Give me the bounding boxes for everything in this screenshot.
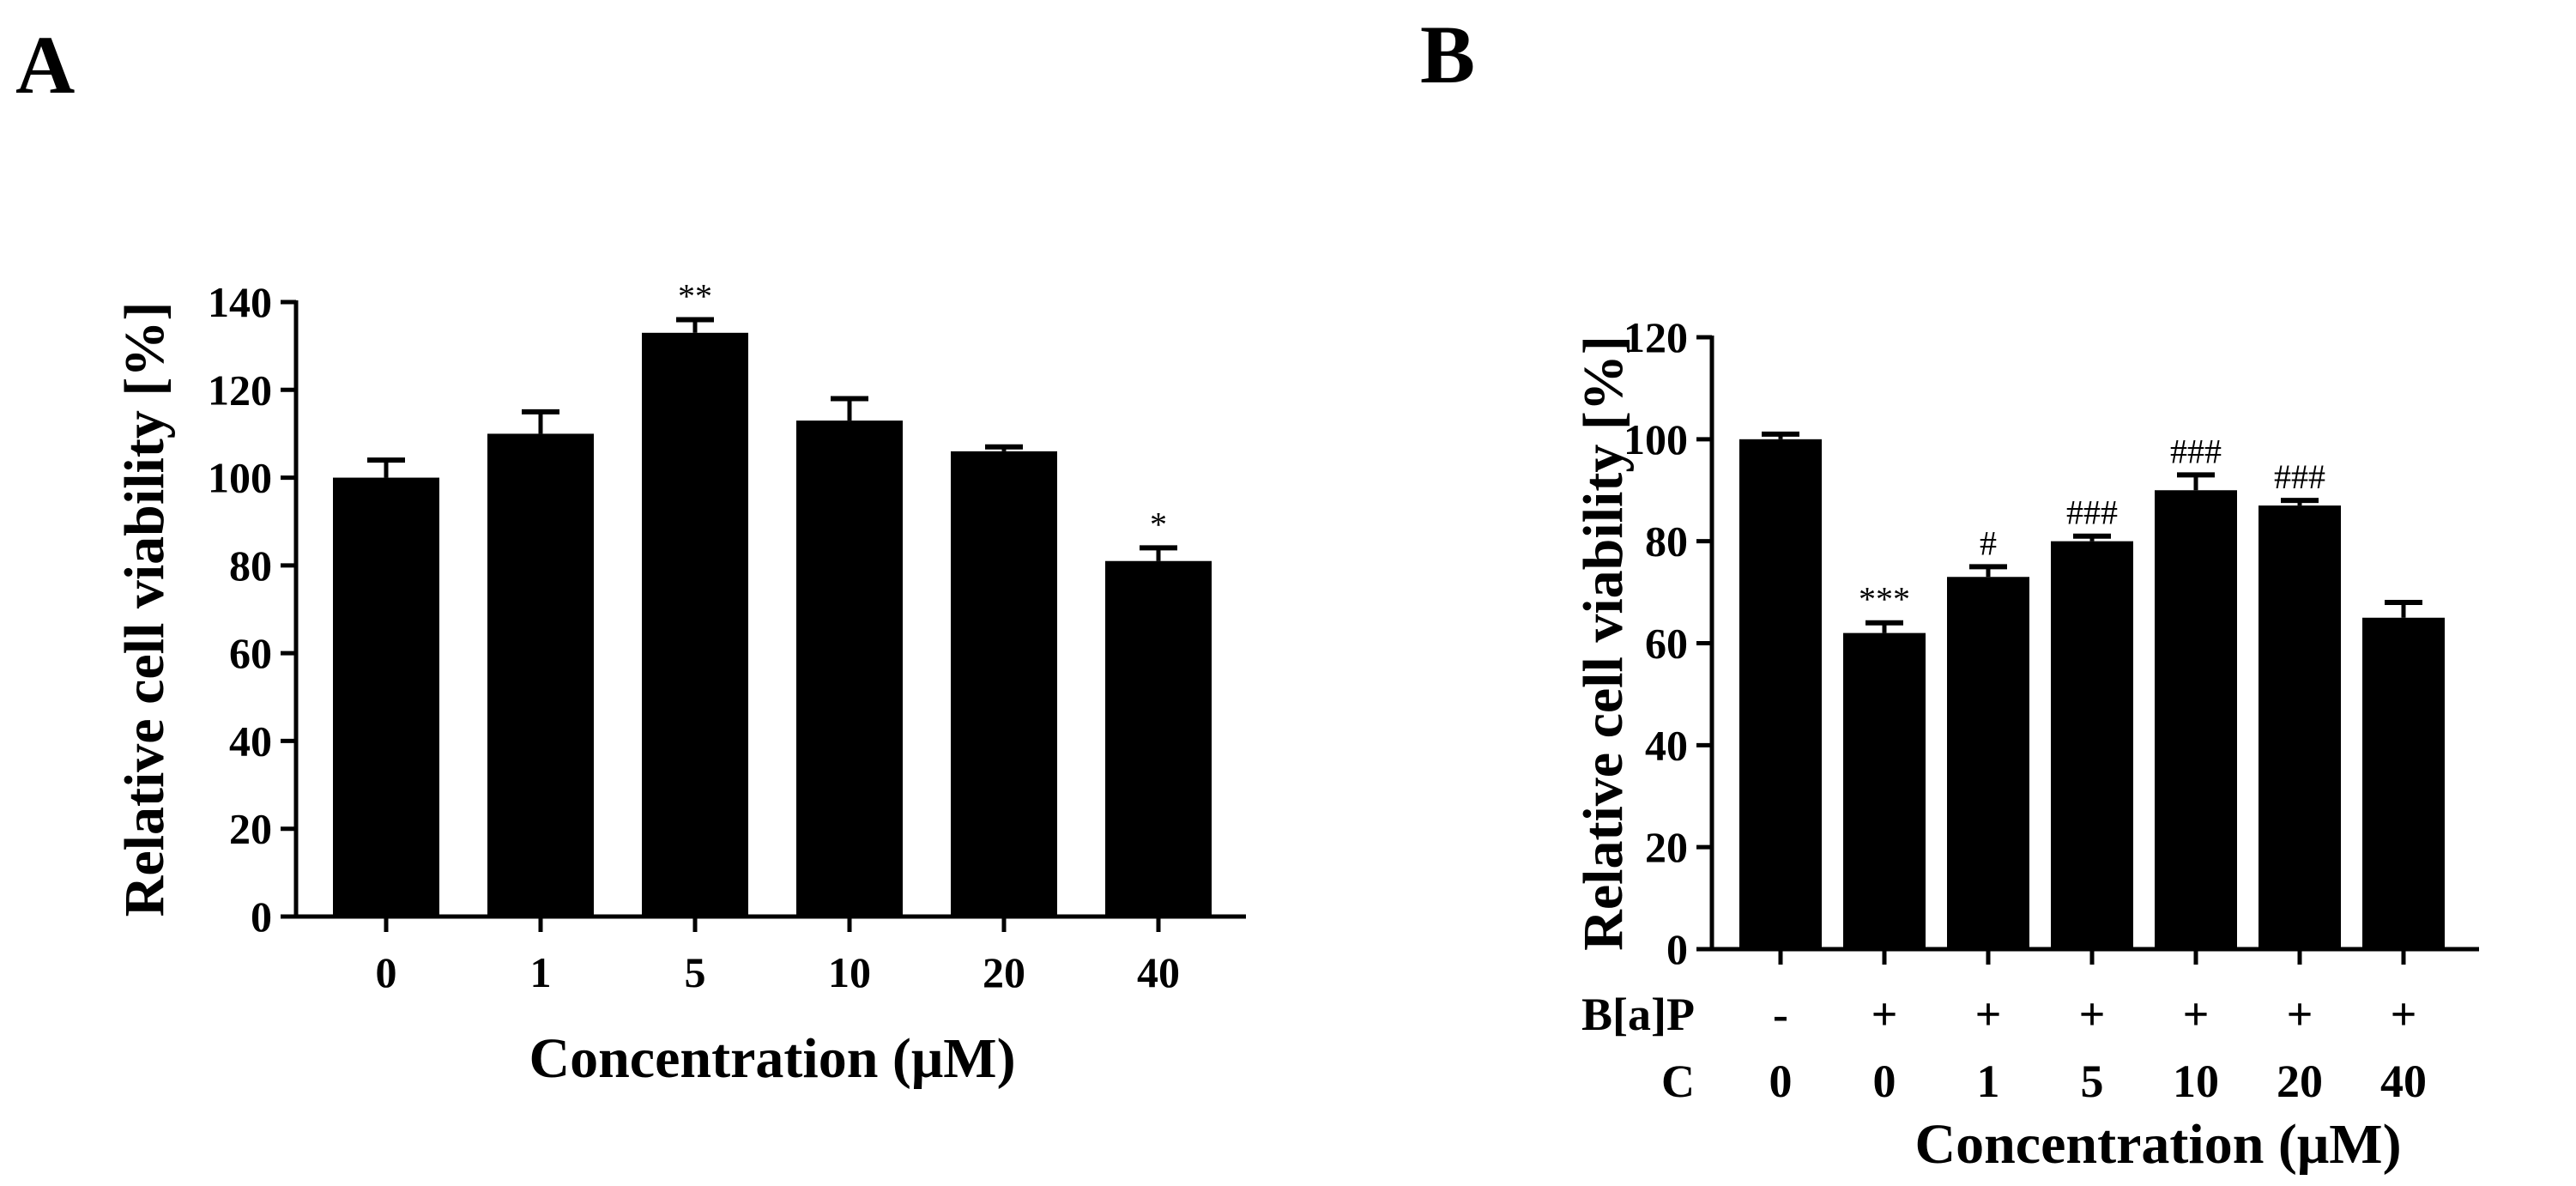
x-tick-label: 1 [530, 948, 552, 996]
panel-b-letter: B [1420, 9, 1475, 100]
y-axis-title: Relative cell viability [%] [113, 302, 176, 917]
x-axis-title: Concentration (μM) [1914, 1113, 2401, 1176]
bar-0 [333, 477, 439, 917]
significance-label-2: ** [678, 276, 712, 315]
treatment-row-value: + [2287, 989, 2313, 1040]
y-axis-title: Relative cell viability [%] [1572, 336, 1635, 951]
bar-3 [796, 421, 903, 917]
y-tick-label: 100 [208, 454, 272, 502]
x-tick-label: 5 [685, 948, 706, 996]
significance-label-5: ### [2274, 457, 2325, 496]
x-tick-label: 0 [376, 948, 397, 996]
x-tick-label: 10 [828, 948, 871, 996]
y-tick-label: 40 [1645, 721, 1688, 769]
bar-0 [1739, 439, 1822, 949]
x-tick-label: 40 [1137, 948, 1180, 996]
bar-4 [951, 451, 1057, 917]
treatment-row-value: 5 [2081, 1056, 2104, 1107]
y-tick-label: 140 [208, 278, 272, 326]
bar-3 [2051, 541, 2133, 949]
treatment-row-value: 20 [2277, 1056, 2323, 1107]
bar-2 [1947, 577, 2029, 949]
treatment-row-value: 0 [1873, 1056, 1896, 1107]
panel-a-letter: A [15, 19, 75, 111]
bar-1 [1843, 632, 1926, 949]
treatment-row-value: + [2079, 989, 2106, 1040]
y-tick-label: 100 [1624, 415, 1688, 463]
bar-5 [2259, 505, 2341, 949]
bar-4 [2155, 490, 2237, 949]
treatment-row-value: 1 [1977, 1056, 2000, 1107]
bar-6 [2362, 617, 2445, 949]
y-tick-label: 120 [1624, 313, 1688, 361]
y-tick-label: 60 [1645, 620, 1688, 668]
treatment-row-value: + [1975, 989, 2002, 1040]
significance-label-5: * [1150, 505, 1167, 543]
y-tick-label: 60 [229, 629, 272, 677]
y-tick-label: 0 [1666, 925, 1688, 973]
y-tick-label: 0 [251, 893, 272, 941]
y-tick-label: 20 [1645, 823, 1688, 871]
significance-label-1: *** [1859, 580, 1910, 619]
treatment-row-label: C [1661, 1056, 1695, 1107]
y-tick-label: 40 [229, 717, 272, 765]
x-axis-title: Concentration (μM) [529, 1027, 1015, 1090]
treatment-row-value: + [2183, 989, 2210, 1040]
treatment-row-value: + [1872, 989, 1898, 1040]
treatment-row-value: - [1773, 989, 1788, 1040]
treatment-row-value: 40 [2380, 1056, 2427, 1107]
y-tick-label: 20 [229, 805, 272, 853]
treatment-row-value: 10 [2173, 1056, 2219, 1107]
bar-5 [1105, 560, 1212, 917]
treatment-row-value: + [2391, 989, 2417, 1040]
significance-label-3: ### [2066, 493, 2118, 532]
treatment-row-value: 0 [1769, 1056, 1793, 1107]
significance-label-4: ### [2170, 432, 2222, 470]
significance-label-2: # [1980, 523, 1997, 562]
treatment-row-label: B[a]P [1581, 989, 1695, 1040]
bar-1 [487, 433, 594, 917]
y-tick-label: 80 [1645, 517, 1688, 566]
x-tick-label: 20 [983, 948, 1025, 996]
y-tick-label: 120 [208, 366, 272, 414]
y-tick-label: 80 [229, 542, 272, 590]
bar-2 [642, 332, 748, 917]
